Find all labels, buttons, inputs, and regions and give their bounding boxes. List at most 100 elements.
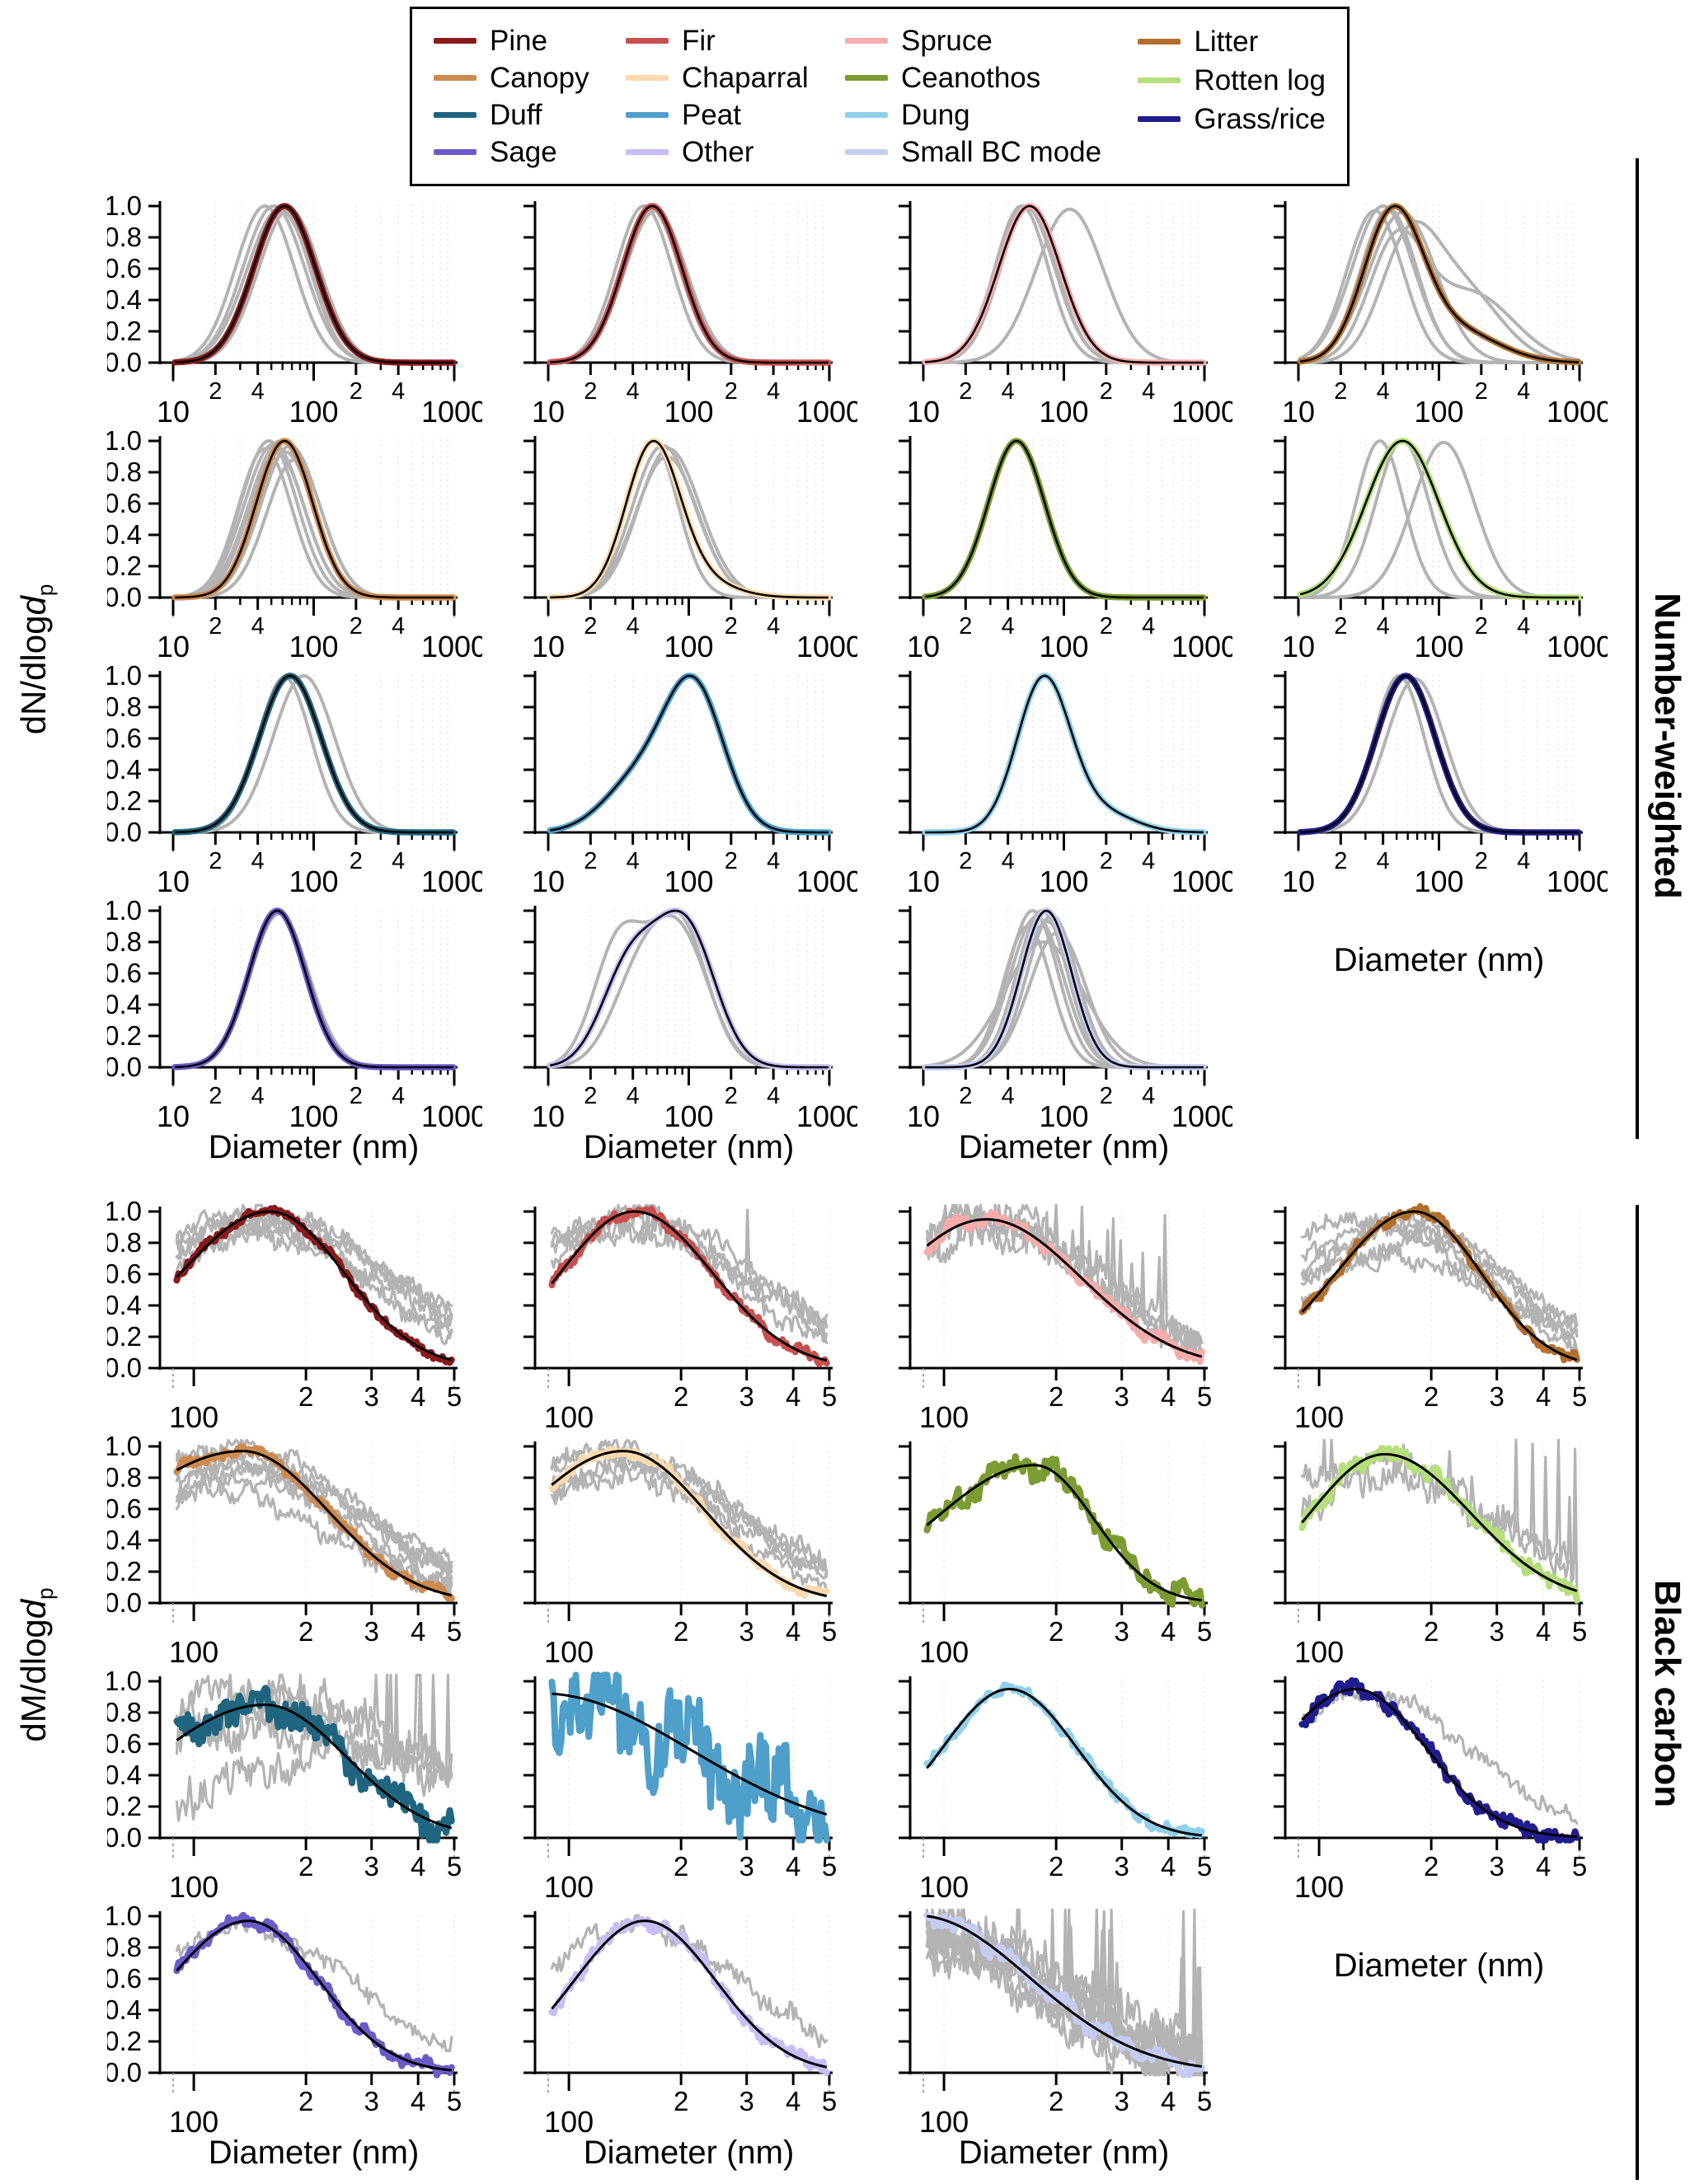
lognormal-fit-curve [176, 1919, 452, 2072]
x-minor-tick-label: 2 [1475, 378, 1488, 405]
x-minor-tick-label: 5 [447, 2086, 462, 2116]
panel-pine-nw: 0.00.20.40.60.81.0 10 100 1000 2 4 2 4 [107, 190, 482, 424]
x-major-tick-label: 100 [1039, 630, 1088, 659]
x-minor-tick-label: 4 [1142, 378, 1155, 405]
x-major-tick-label: 100 [289, 1099, 338, 1129]
axes: 100 2 3 4 5 [523, 1911, 837, 2135]
x-major-tick-label: 1000 [1547, 395, 1608, 424]
panel-duff-bc: 0.00.20.40.60.81.0 100 2 3 4 5 [107, 1666, 462, 1900]
x-minor-tick-label: 2 [1424, 1616, 1439, 1647]
x-major-tick-label: 100 [169, 1870, 218, 1900]
legend-item-ceanothos: Ceanothos [844, 59, 1101, 96]
gridlines [214, 674, 448, 832]
gray-replicate-curve [175, 1916, 453, 2053]
x-minor-tick-label: 2 [959, 378, 972, 405]
legend-label-grass-rice: Grass/rice [1194, 103, 1326, 135]
lognormal-fit-curve [925, 909, 1204, 1069]
x-minor-tick-label: 3 [1115, 1851, 1129, 1882]
x-major-tick-label: 1000 [1171, 395, 1232, 424]
y-tick-label: 0.0 [107, 1352, 142, 1383]
x-major-tick-label: 10 [1282, 630, 1315, 659]
x-minor-tick-label: 2 [298, 2086, 313, 2116]
gridlines [1340, 674, 1574, 832]
legend-label-small-bc-mode: Small BC mode [900, 136, 1102, 168]
grass-rice-swatch [1138, 116, 1181, 122]
lognormal-fit-curve [1301, 1210, 1578, 1361]
gray-replicate-curve [1298, 440, 1580, 599]
x-minor-tick-label: 4 [1002, 613, 1015, 640]
y-tick-label: 0.2 [107, 1321, 142, 1352]
x-major-tick-label: 100 [169, 1400, 218, 1430]
y-tick-label: 1.0 [107, 660, 142, 691]
curves [173, 1203, 455, 1366]
legend-label-chaparral: Chaparral [681, 62, 809, 94]
spruce-curve [922, 203, 1207, 366]
y-tick-label: 0.6 [107, 1493, 142, 1524]
axes: 0.00.20.40.60.81.0 10 100 1000 2 4 2 4 [107, 190, 482, 424]
lognormal-fit-curve [176, 1450, 453, 1597]
curves [1298, 1202, 1580, 1364]
bc-section-label: Black carbon [1647, 1579, 1688, 1808]
x-minor-tick-label: 2 [674, 2086, 688, 2116]
legend: Pine Canopy Duff Sage Fir Chaparral Peat Other S… [410, 7, 1350, 186]
gridlines [589, 439, 824, 597]
bc-y-axis-title-sub: p [33, 1587, 59, 1600]
x-major-tick-label: 1000 [796, 865, 857, 894]
spruce-curve [923, 1209, 1205, 1366]
legend-item-duff: Duff [434, 96, 589, 134]
axes: 100 2 3 4 5 [899, 1441, 1212, 1665]
y-tick-label: 1.0 [107, 1431, 142, 1461]
dung-swatch [844, 112, 888, 118]
x-major-tick-label: 100 [1294, 1635, 1344, 1665]
lognormal-fit-curve [175, 674, 453, 834]
gridlines [943, 1445, 1205, 1602]
lognormal-fit-curve [1300, 204, 1579, 363]
nw-section-label: Number-weighted [1647, 593, 1688, 899]
other-swatch [625, 149, 669, 155]
curves [923, 1681, 1205, 1839]
lognormal-fit-curve [176, 1704, 453, 1830]
y-tick-label: 0.0 [107, 1822, 142, 1853]
rotten-log-curve [1297, 438, 1582, 601]
curves [548, 1914, 830, 2077]
x-major-tick-label: 1000 [796, 1099, 857, 1129]
curves [173, 1673, 455, 1844]
curves [1297, 438, 1582, 601]
y-tick-label: 0.8 [107, 222, 142, 252]
x-major-tick-label: 10 [157, 865, 190, 894]
x-major-tick-label: 100 [544, 1870, 594, 1900]
y-tick-label: 0.0 [107, 817, 142, 847]
y-tick-label: 1.0 [107, 1196, 142, 1226]
x-major-tick-label: 1000 [1171, 1099, 1232, 1129]
x-minor-tick-label: 4 [1517, 613, 1530, 640]
x-minor-tick-label: 5 [447, 1616, 462, 1647]
legend-column-4: Litter Rotten log Grass/rice [1138, 22, 1326, 171]
legend-item-chaparral: Chaparral [625, 59, 809, 96]
axes: 10 100 1000 2 4 2 4 [523, 436, 857, 659]
x-minor-tick-label: 4 [1536, 1381, 1551, 1412]
legend-column-2: Fir Chaparral Peat Other [625, 22, 809, 171]
curves [171, 438, 457, 601]
x-minor-tick-label: 2 [1475, 613, 1488, 640]
panel-grass-rice-nw: 10 100 1000 2 4 2 4 [1274, 671, 1608, 894]
x-major-tick-label: 10 [157, 630, 190, 659]
x-minor-tick-label: 3 [739, 1616, 754, 1647]
x-minor-tick-label: 2 [959, 1083, 972, 1109]
x-major-tick-label: 100 [169, 1635, 218, 1665]
y-tick-label: 0.4 [107, 989, 142, 1019]
y-tick-label: 0.6 [107, 253, 142, 284]
x-minor-tick-label: 4 [1161, 1851, 1176, 1882]
peat-curve [547, 673, 832, 836]
y-tick-label: 0.6 [107, 958, 142, 988]
x-minor-tick-label: 2 [584, 378, 597, 405]
axes: 100 2 3 4 5 [1274, 1441, 1587, 1665]
axes: 10 100 1000 2 4 2 4 [523, 671, 857, 894]
legend-label-rotten-log: Rotten log [1194, 64, 1326, 96]
x-major-tick-label: 1000 [1547, 865, 1608, 894]
gridlines [193, 1915, 455, 2072]
x-minor-tick-label: 4 [411, 2086, 425, 2116]
x-minor-tick-label: 2 [1475, 848, 1488, 874]
legend-item-other: Other [625, 134, 809, 171]
x-minor-tick-label: 2 [725, 613, 738, 640]
x-major-tick-label: 100 [289, 865, 338, 894]
